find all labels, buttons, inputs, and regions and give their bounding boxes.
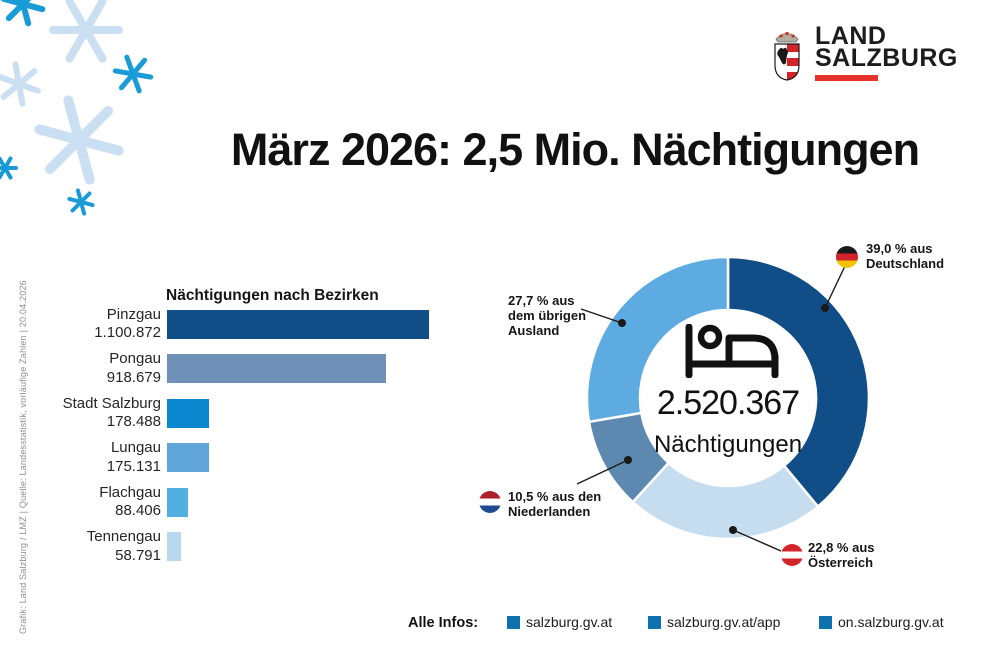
callout-dot <box>618 319 626 327</box>
snowflake-icon <box>0 61 41 107</box>
footer-link[interactable]: on.salzburg.gv.at <box>838 614 944 630</box>
snowflakes-decoration <box>0 0 154 216</box>
alle-infos-label: Alle Infos: <box>408 615 479 631</box>
snowflake-icon <box>0 156 18 180</box>
bar-row: Lungau 175.131 <box>55 439 209 475</box>
bar-category: Pinzgau <box>106 305 161 323</box>
bar-category: Lungau <box>110 439 161 456</box>
bar-category: Flachgau <box>99 483 161 501</box>
germany-flag-icon <box>836 246 858 268</box>
salzburg-crest-icon <box>774 31 800 81</box>
footer-item: on.salzburg.gv.at <box>819 614 944 630</box>
bar-category: Tennengau <box>86 528 161 545</box>
bar <box>167 398 209 428</box>
logo-line1: LAND <box>815 22 887 50</box>
bar-row: Tennengau 58.791 <box>55 528 181 564</box>
footer-item: salzburg.gv.at <box>507 614 612 630</box>
callout-leader-line <box>576 459 629 485</box>
district-bar-chart: Nächtigungen nach Bezirken Pinzgau 1.100… <box>55 285 485 575</box>
callout-oesterreich: 22,8 % aus Österreich <box>808 540 875 570</box>
bar-value: 918.679 <box>106 368 161 386</box>
donut-slice-deutschland <box>726 255 871 509</box>
netherlands-flag-icon <box>479 491 501 513</box>
donut-slice-uebriges-ausland <box>585 255 730 424</box>
donut-slice-oesterreich <box>631 461 820 541</box>
callout-dot <box>624 456 632 464</box>
snowflake-icon <box>0 0 46 27</box>
bar-value: 88.406 <box>115 502 161 519</box>
bar-value: 178.488 <box>106 413 161 430</box>
bar <box>167 532 181 561</box>
snowflake-icon <box>34 95 124 185</box>
bar <box>167 487 188 517</box>
donut-center-label: Nächtigungen <box>653 431 803 458</box>
snowflake-icon <box>67 188 95 216</box>
bar-value: 1.100.872 <box>94 324 161 341</box>
bar-row: Pongau 918.679 <box>55 350 386 386</box>
bed-icon <box>685 324 779 378</box>
callout-leader-line <box>580 308 623 324</box>
source-caption: Grafik: Land Salzburg / LMZ | Quelle: La… <box>18 280 28 634</box>
bar <box>167 443 209 472</box>
legend-bullet <box>648 615 661 629</box>
footer-link[interactable]: salzburg.gv.at <box>526 614 613 630</box>
bar-value: 175.131 <box>106 457 161 475</box>
bar-chart-title: Nächtigungen nach Bezirken <box>166 287 379 304</box>
donut-center-value: 2.520.367 <box>656 384 800 422</box>
snowflake-icon <box>112 54 154 94</box>
land-salzburg-logo: LAND SALZBURG <box>773 22 958 81</box>
callout-niederlande: 10,5 % aus den Niederlanden <box>508 489 602 519</box>
legend-bullet <box>819 615 832 629</box>
donut-chart <box>576 255 871 552</box>
bar-row: Stadt Salzburg 178.488 <box>55 394 209 430</box>
bar <box>167 309 429 339</box>
footer-item: salzburg.gv.at/app <box>648 614 780 630</box>
callout-leader-line <box>824 265 846 309</box>
legend-bullet <box>507 615 520 629</box>
austria-flag-icon <box>781 544 803 566</box>
bar-row: Flachgau 88.406 <box>55 483 188 519</box>
callout-dot <box>821 304 829 312</box>
bar-row: Pinzgau 1.100.872 <box>55 305 429 341</box>
bar-value: 58.791 <box>115 546 161 564</box>
logo-line2: SALZBURG <box>815 44 958 72</box>
logo-underline <box>815 75 878 81</box>
callout-dot <box>729 526 737 534</box>
footer-link[interactable]: salzburg.gv.at/app <box>667 614 781 630</box>
callout-germany: 39,0 % aus Deutschland <box>866 241 945 271</box>
callout-leader-line <box>732 529 782 552</box>
bar-category: Pongau <box>109 350 161 367</box>
callout-uebriges-ausland: 27,7 % aus dem übrigen Ausland <box>508 293 587 338</box>
bar-category: Stadt Salzburg <box>62 394 161 412</box>
page-title: März 2026: 2,5 Mio. Nächtigungen <box>230 124 920 175</box>
snowflake-icon <box>49 0 123 63</box>
bar <box>167 354 386 383</box>
